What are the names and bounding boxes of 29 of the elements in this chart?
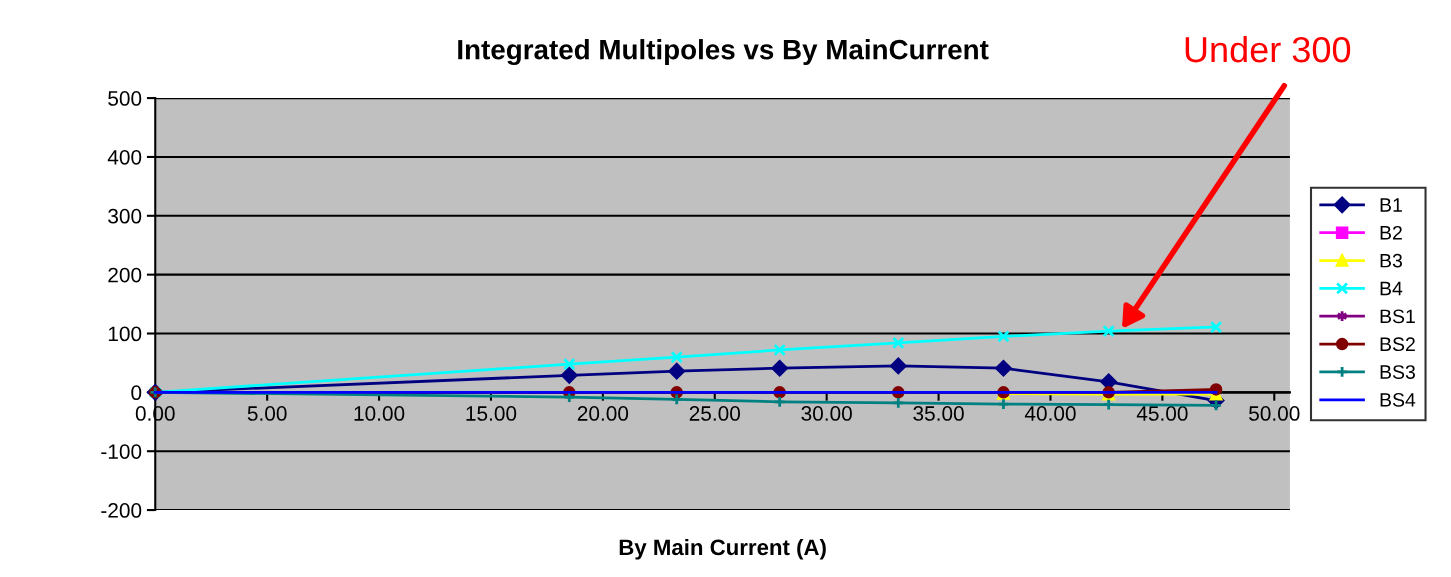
- y-tick-label: 500: [108, 91, 142, 106]
- x-tick-label: 10.00: [354, 406, 405, 421]
- legend-label: BS1: [1380, 309, 1415, 324]
- y-tick-label: 300: [108, 208, 142, 224]
- legend-label: B3: [1380, 253, 1402, 268]
- legend-label: B2: [1380, 225, 1402, 240]
- y-tick-label: 100: [108, 326, 142, 342]
- x-tick-label: 40.00: [1024, 406, 1076, 421]
- x-tick-label: 50.00: [1249, 406, 1300, 421]
- x-tick-label: 20.00: [577, 406, 629, 421]
- x-tick-label: 45.00: [1136, 406, 1188, 421]
- x-tick-label: 5.00: [247, 406, 287, 421]
- legend-label: BS3: [1380, 365, 1415, 379]
- x-axis-title: By Main Current (A): [619, 538, 826, 560]
- y-tick-label: 200: [108, 267, 142, 283]
- y-tick-label: -100: [101, 444, 142, 459]
- y-tick-label: -200: [101, 503, 142, 518]
- legend-label: B4: [1380, 281, 1403, 296]
- y-tick-label: 0: [131, 385, 142, 401]
- x-tick-label: 35.00: [913, 406, 964, 421]
- chart-title: Integrated Multipoles vs By MainCurrent: [458, 39, 989, 66]
- x-tick-label: 30.00: [801, 406, 852, 421]
- legend-label: BS4: [1380, 393, 1416, 407]
- legend-label: BS2: [1380, 337, 1415, 352]
- y-tick-label: 400: [107, 149, 142, 165]
- legend-label: B1: [1380, 198, 1402, 212]
- x-tick-label: 25.00: [689, 406, 741, 421]
- text: Under 300: [1185, 35, 1351, 63]
- x-tick-label: 15.00: [466, 406, 517, 421]
